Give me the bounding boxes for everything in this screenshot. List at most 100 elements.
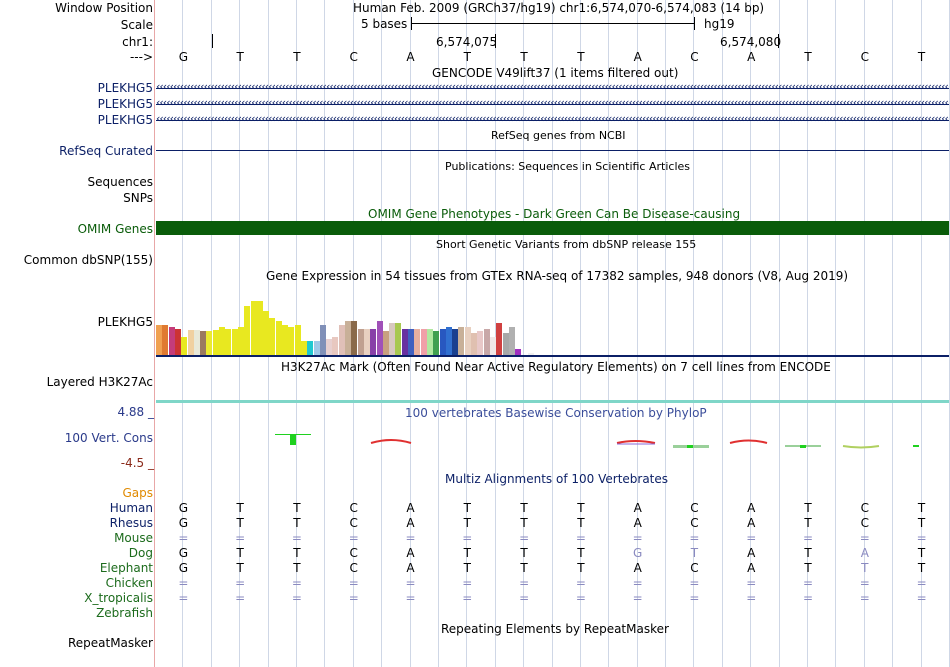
- gtex-bar[interactable]: [219, 327, 225, 355]
- gencode-item-label[interactable]: PLEKHG5: [97, 81, 153, 95]
- gtex-bar[interactable]: [420, 329, 427, 355]
- refseq-track-label[interactable]: RefSeq Curated: [59, 144, 153, 158]
- gencode-transcript[interactable]: ‹‹‹‹‹‹‹‹‹‹‹‹‹‹‹‹‹‹‹‹‹‹‹‹‹‹‹‹‹‹‹‹‹‹‹‹‹‹‹‹…: [156, 82, 949, 93]
- publications-snps-label[interactable]: SNPs: [123, 191, 153, 205]
- gtex-bar[interactable]: [433, 331, 440, 355]
- gtex-bar[interactable]: [193, 330, 200, 355]
- gtex-bar[interactable]: [508, 327, 515, 355]
- phylop-track-title[interactable]: 100 vertebrates Basewise Conservation by…: [405, 406, 707, 420]
- gtex-bar[interactable]: [338, 325, 345, 355]
- gtex-bar[interactable]: [282, 325, 288, 355]
- species-label[interactable]: Chicken: [105, 576, 153, 590]
- gtex-bar[interactable]: [389, 323, 396, 355]
- species-label[interactable]: Zebrafish: [96, 606, 153, 620]
- gtex-bar[interactable]: [452, 329, 459, 355]
- repeatmasker-track-title[interactable]: Repeating Elements by RepeatMasker: [441, 622, 669, 636]
- publications-track-title[interactable]: Publications: Sequences in Scientific Ar…: [445, 160, 690, 173]
- gencode-transcript[interactable]: ‹‹‹‹‹‹‹‹‹‹‹‹‹‹‹‹‹‹‹‹‹‹‹‹‹‹‹‹‹‹‹‹‹‹‹‹‹‹‹‹…: [156, 98, 949, 109]
- gtex-track-label[interactable]: PLEKHG5: [97, 315, 153, 329]
- gtex-bar[interactable]: [502, 333, 509, 355]
- species-label[interactable]: Mouse: [114, 531, 153, 545]
- gtex-bar[interactable]: [426, 329, 433, 355]
- gtex-bar[interactable]: [464, 327, 471, 355]
- gtex-bar[interactable]: [187, 330, 194, 355]
- gtex-bar[interactable]: [256, 300, 263, 355]
- gtex-bar[interactable]: [174, 329, 181, 355]
- gtex-bar[interactable]: [275, 320, 282, 355]
- gtex-bar[interactable]: [200, 331, 207, 355]
- gtex-bar[interactable]: [225, 329, 232, 355]
- gencode-item-label[interactable]: PLEKHG5: [97, 113, 153, 127]
- gtex-bar[interactable]: [351, 321, 358, 355]
- species-label[interactable]: Elephant: [99, 561, 153, 575]
- gtex-bar[interactable]: [489, 337, 496, 355]
- gtex-bar[interactable]: [244, 305, 251, 355]
- gtex-bar[interactable]: [269, 317, 276, 355]
- gtex-bar[interactable]: [515, 349, 522, 355]
- gtex-bar[interactable]: [458, 327, 465, 355]
- gtex-bar[interactable]: [471, 333, 477, 355]
- publications-sequences-label[interactable]: Sequences: [87, 175, 153, 189]
- dbsnp-track-label[interactable]: Common dbSNP(155): [23, 253, 153, 267]
- gtex-bar[interactable]: [326, 339, 333, 355]
- gtex-bar[interactable]: [477, 331, 484, 355]
- gtex-bar[interactable]: [382, 331, 389, 355]
- gtex-bar[interactable]: [250, 300, 257, 355]
- gencode-transcript[interactable]: ‹‹‹‹‹‹‹‹‹‹‹‹‹‹‹‹‹‹‹‹‹‹‹‹‹‹‹‹‹‹‹‹‹‹‹‹‹‹‹‹…: [156, 114, 949, 125]
- h3k27ac-track-title[interactable]: H3K27Ac Mark (Often Found Near Active Re…: [281, 360, 831, 374]
- gtex-bar[interactable]: [288, 327, 295, 355]
- gencode-item-label[interactable]: PLEKHG5: [97, 97, 153, 111]
- dbsnp-track-title[interactable]: Short Genetic Variants from dbSNP releas…: [436, 238, 697, 251]
- gtex-bar[interactable]: [414, 329, 421, 355]
- species-label[interactable]: Human: [109, 501, 153, 515]
- species-label[interactable]: X_tropicalis: [84, 591, 153, 605]
- gtex-bar[interactable]: [445, 327, 452, 355]
- gtex-bar[interactable]: [212, 330, 219, 355]
- gtex-bar[interactable]: [439, 329, 446, 355]
- refseq-track-title[interactable]: RefSeq genes from NCBI: [491, 129, 626, 142]
- gtex-bar[interactable]: [395, 323, 402, 355]
- gtex-bar[interactable]: [370, 329, 377, 355]
- gtex-bar[interactable]: [527, 353, 534, 355]
- gtex-bar-chart[interactable]: [156, 284, 536, 355]
- refseq-gene-line[interactable]: [156, 150, 949, 151]
- gtex-bar[interactable]: [263, 310, 270, 355]
- repeatmasker-track-label[interactable]: RepeatMasker: [67, 636, 153, 650]
- gtex-bar[interactable]: [168, 327, 175, 355]
- gtex-bar[interactable]: [162, 325, 169, 355]
- gtex-bar[interactable]: [307, 341, 314, 355]
- gtex-bar[interactable]: [483, 329, 490, 355]
- multiz-track-title[interactable]: Multiz Alignments of 100 Vertebrates: [445, 472, 669, 486]
- gtex-bar[interactable]: [408, 329, 414, 355]
- species-label[interactable]: Rhesus: [109, 516, 153, 530]
- gtex-bar[interactable]: [345, 321, 351, 355]
- species-label[interactable]: Dog: [128, 546, 153, 560]
- gtex-bar[interactable]: [237, 327, 244, 355]
- gtex-bar[interactable]: [313, 341, 320, 355]
- multiz-gaps-label[interactable]: Gaps: [122, 486, 153, 500]
- gtex-bar[interactable]: [376, 321, 383, 355]
- h3k27ac-signal[interactable]: [156, 400, 949, 403]
- omim-track-title[interactable]: OMIM Gene Phenotypes - Dark Green Can Be…: [368, 207, 741, 221]
- phylop-track-label[interactable]: 100 Vert. Cons: [64, 431, 153, 445]
- gtex-bar[interactable]: [294, 325, 301, 355]
- gtex-bar[interactable]: [319, 325, 326, 355]
- gtex-bar[interactable]: [496, 323, 503, 355]
- gtex-bar[interactable]: [363, 329, 370, 355]
- gtex-bar[interactable]: [401, 329, 408, 355]
- gtex-bar[interactable]: [332, 337, 339, 355]
- h3k27ac-track-label[interactable]: Layered H3K27Ac: [46, 375, 153, 389]
- gencode-track-title[interactable]: GENCODE V49lift37 (1 items filtered out): [432, 66, 679, 80]
- alignment-base: A: [747, 516, 756, 530]
- gtex-bar[interactable]: [300, 341, 307, 355]
- gtex-bar[interactable]: [231, 329, 238, 355]
- omim-track-label[interactable]: OMIM Genes: [77, 222, 153, 236]
- gtex-bar[interactable]: [206, 331, 213, 355]
- alignment-base: A: [747, 561, 756, 575]
- gtex-bar[interactable]: [156, 325, 162, 355]
- gtex-track-title[interactable]: Gene Expression in 54 tissues from GTEx …: [266, 269, 849, 283]
- gtex-bar[interactable]: [181, 337, 188, 355]
- omim-gene-bar[interactable]: [156, 221, 949, 235]
- phylop-plot[interactable]: [155, 426, 950, 456]
- gtex-bar[interactable]: [357, 329, 364, 355]
